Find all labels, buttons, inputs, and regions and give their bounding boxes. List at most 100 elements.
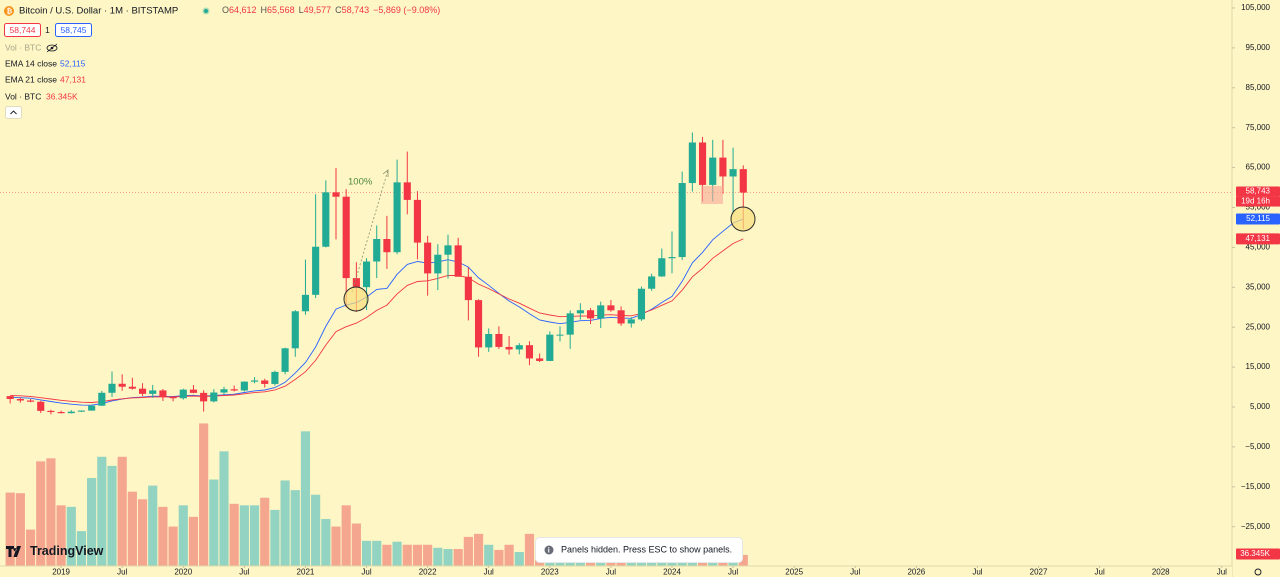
volume-bar	[229, 503, 239, 566]
candle-body	[739, 169, 747, 193]
volume-bar	[5, 492, 15, 566]
volume-bar	[199, 423, 209, 566]
symbol-icon[interactable]	[4, 6, 14, 16]
info-icon	[544, 545, 554, 555]
arrow-head	[382, 169, 389, 177]
volume-bar	[97, 456, 107, 566]
candle-body	[688, 142, 696, 184]
ema-label: 52,115	[1246, 214, 1270, 223]
candle-body	[220, 389, 228, 393]
settings-icon[interactable]	[1254, 568, 1262, 576]
y-tick-label: 85,000	[1246, 83, 1271, 92]
candle-body	[26, 400, 35, 402]
indicator-value: 52,115	[60, 58, 86, 68]
price-axis-panel	[1232, 0, 1280, 577]
candle-body	[169, 396, 177, 399]
volume-bar	[473, 533, 484, 566]
candle-body	[617, 310, 625, 324]
volume-bar	[36, 461, 46, 566]
market-status[interactable]	[204, 9, 208, 13]
volume-bar	[382, 544, 392, 566]
candle-body	[485, 333, 493, 348]
candle-body	[88, 405, 96, 411]
candle-body	[281, 348, 289, 372]
candle-body	[403, 182, 411, 200]
volume-bar	[270, 509, 280, 566]
y-tick-label: 75,000	[1246, 123, 1271, 132]
ohlc-key: O	[222, 5, 229, 15]
symbol-title[interactable]: Bitcoin / U.S. Dollar · 1M · BITSTAMP	[19, 6, 178, 17]
y-tick-label: −5,000	[1245, 442, 1270, 451]
candle-body	[546, 334, 554, 361]
candle-body	[57, 412, 65, 414]
volume-bar	[148, 485, 158, 566]
candle-body	[729, 169, 737, 177]
candle-body	[698, 142, 707, 185]
candle-body	[179, 389, 187, 399]
candle-body	[566, 313, 574, 335]
volume-bar	[66, 506, 76, 566]
candle-body	[312, 246, 320, 295]
candle-body	[250, 380, 259, 382]
volume-bar	[209, 479, 219, 566]
volume-bar	[137, 499, 148, 566]
projection-arrow	[351, 169, 389, 293]
hidden-indicator[interactable]: Vol · BTC	[5, 42, 41, 52]
volume-bar	[738, 554, 748, 566]
candle-body	[128, 386, 136, 389]
volume-bar	[46, 458, 56, 566]
volume-bar	[260, 497, 270, 566]
volume-bar	[341, 505, 351, 566]
buy-button[interactable]	[55, 23, 92, 37]
x-tick-label: Jul	[1217, 568, 1227, 577]
volume-bar	[158, 506, 168, 566]
volume-bar	[524, 533, 535, 566]
volume-bar	[412, 544, 423, 566]
x-tick-label: Jul	[850, 568, 860, 577]
volume-bar	[463, 536, 473, 566]
indicator-name[interactable]: EMA 14 close	[5, 58, 57, 68]
watermark-text: TradingView	[30, 544, 104, 558]
x-tick-label: 2027	[1030, 568, 1048, 577]
x-tick-label: Jul	[728, 568, 738, 577]
candle-body	[159, 390, 167, 397]
candle-body	[362, 261, 371, 288]
x-tick-label: 2020	[174, 568, 192, 577]
annotation-text: 100%	[348, 177, 373, 188]
indicator-name[interactable]: Vol · BTC	[5, 91, 41, 101]
ohlc-key: C	[335, 5, 342, 15]
y-tick-label: −15,000	[1241, 482, 1271, 491]
spread: 1	[45, 25, 50, 35]
candle-body	[719, 157, 727, 177]
sell-button[interactable]	[4, 23, 41, 37]
volume-bar	[25, 529, 36, 566]
candle-body	[98, 392, 106, 406]
toast: i Panels hidden. Press ESC to show panel…	[535, 537, 743, 563]
y-tick-label: 35,000	[1246, 282, 1271, 291]
candle-body	[200, 392, 208, 402]
collapse-legend-button[interactable]	[5, 106, 22, 119]
volume-bar	[280, 480, 290, 566]
candle-body	[138, 388, 147, 394]
candle-body	[301, 294, 310, 312]
x-tick-label: 2022	[419, 568, 437, 577]
chevron-icon	[10, 110, 17, 115]
volume-bar	[56, 505, 66, 566]
volume-label-bg	[1236, 548, 1280, 560]
eye-off-icon[interactable]	[46, 43, 58, 53]
candle-body	[352, 278, 360, 288]
x-tick-label: Jul	[361, 568, 371, 577]
candle-body	[627, 319, 635, 324]
volume-bar	[15, 493, 25, 566]
y-tick-label: −25,000	[1241, 522, 1271, 531]
y-tick-label: 105,000	[1241, 3, 1270, 12]
ask-price: 58,745	[61, 25, 87, 35]
volume-bar	[402, 544, 412, 566]
volume-bar	[494, 549, 504, 566]
candle-body	[576, 310, 584, 314]
countdown-bg	[1236, 196, 1280, 207]
indicator-name[interactable]: EMA 21 close	[5, 74, 57, 84]
volume-bar	[168, 526, 178, 566]
y-tick-label: 65,000	[1246, 163, 1271, 172]
